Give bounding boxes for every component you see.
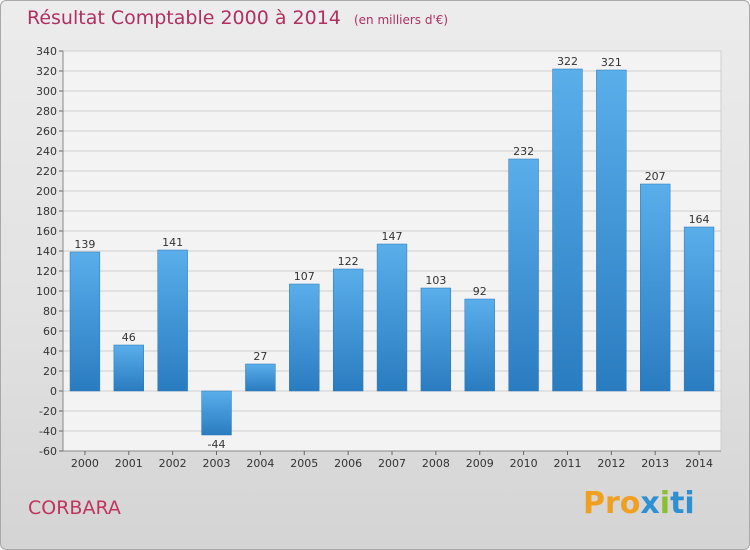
x-tick-label-2014: 2014 xyxy=(685,457,713,470)
x-tick-label-2001: 2001 xyxy=(115,457,143,470)
y-tick-label: 160 xyxy=(36,225,57,238)
y-tick-label: 300 xyxy=(36,85,57,98)
x-tick-label-2004: 2004 xyxy=(246,457,274,470)
bar-2008 xyxy=(420,287,452,392)
y-tick-label: 140 xyxy=(36,245,57,258)
bar-2010 xyxy=(508,158,539,392)
x-tick-label-2005: 2005 xyxy=(290,457,318,470)
x-tick-label-2002: 2002 xyxy=(159,457,187,470)
logo-part-3: i xyxy=(659,486,671,521)
y-tick-label: 340 xyxy=(36,45,57,58)
value-label-2008: 103 xyxy=(425,274,446,287)
proxiti-logo: Proxiti xyxy=(583,486,695,521)
bar-2012 xyxy=(596,69,627,392)
value-label-2003: -44 xyxy=(208,438,226,451)
y-tick-label: 320 xyxy=(36,65,57,78)
bar-2009 xyxy=(464,298,495,392)
x-tick-label-2012: 2012 xyxy=(597,457,625,470)
y-tick-label: 180 xyxy=(36,205,57,218)
y-tick-label: 200 xyxy=(36,185,57,198)
commune-name: CORBARA xyxy=(28,497,121,519)
bar-2006 xyxy=(332,268,364,392)
logo-part-4: ti xyxy=(670,486,695,521)
x-tick-label-2013: 2013 xyxy=(641,457,669,470)
x-tick-label-2000: 2000 xyxy=(71,457,99,470)
y-tick-label: 0 xyxy=(50,385,57,398)
logo-part-2: x xyxy=(640,486,660,521)
y-tick-label: 80 xyxy=(43,305,57,318)
x-tick-label-2008: 2008 xyxy=(422,457,450,470)
y-tick-label: 260 xyxy=(36,125,57,138)
x-tick-label-2011: 2011 xyxy=(553,457,581,470)
y-tick-label: 220 xyxy=(36,165,57,178)
bar-2001 xyxy=(113,344,144,392)
bar-2002 xyxy=(157,249,188,392)
value-label-2013: 207 xyxy=(645,170,666,183)
y-tick-label: 240 xyxy=(36,145,57,158)
y-tick-label: -40 xyxy=(39,425,57,438)
value-label-2009: 92 xyxy=(473,285,487,298)
x-tick-label-2010: 2010 xyxy=(510,457,538,470)
y-tick-label: -60 xyxy=(39,445,57,458)
value-label-2014: 164 xyxy=(689,213,710,226)
y-tick-label: -20 xyxy=(39,405,57,418)
bar-2003 xyxy=(201,390,232,436)
bar-2013 xyxy=(640,183,671,392)
value-label-2007: 147 xyxy=(382,230,403,243)
x-tick-label-2007: 2007 xyxy=(378,457,406,470)
logo-part-1: Pro xyxy=(583,486,641,521)
value-label-2004: 27 xyxy=(253,350,267,363)
bar-2005 xyxy=(289,283,320,392)
y-tick-label: 40 xyxy=(43,345,57,358)
value-label-2002: 141 xyxy=(162,236,183,249)
x-tick-label-2003: 2003 xyxy=(203,457,231,470)
value-label-2011: 322 xyxy=(557,55,578,68)
bar-2000 xyxy=(69,251,101,392)
y-tick-label: 120 xyxy=(36,265,57,278)
bar-2011 xyxy=(552,68,583,392)
value-label-2012: 321 xyxy=(601,56,622,69)
bar-2004 xyxy=(245,363,276,392)
value-label-2000: 139 xyxy=(74,238,95,251)
y-tick-label: 100 xyxy=(36,285,57,298)
value-label-2001: 46 xyxy=(122,331,136,344)
x-tick-label-2009: 2009 xyxy=(466,457,494,470)
x-tick-label-2006: 2006 xyxy=(334,457,362,470)
value-label-2006: 122 xyxy=(338,255,359,268)
chart-title: Résultat Comptable 2000 à 2014 (en milli… xyxy=(27,7,448,29)
y-tick-label: 280 xyxy=(36,105,57,118)
chart-unit-note: (en milliers d'€) xyxy=(353,13,449,27)
chart-title-main: Résultat Comptable 2000 à 2014 xyxy=(27,7,341,29)
y-tick-label: 20 xyxy=(43,365,57,378)
bar-2014 xyxy=(683,226,715,392)
value-label-2005: 107 xyxy=(294,270,315,283)
value-label-2010: 232 xyxy=(513,145,534,158)
y-tick-label: 60 xyxy=(43,325,57,338)
bar-2007 xyxy=(376,243,408,392)
